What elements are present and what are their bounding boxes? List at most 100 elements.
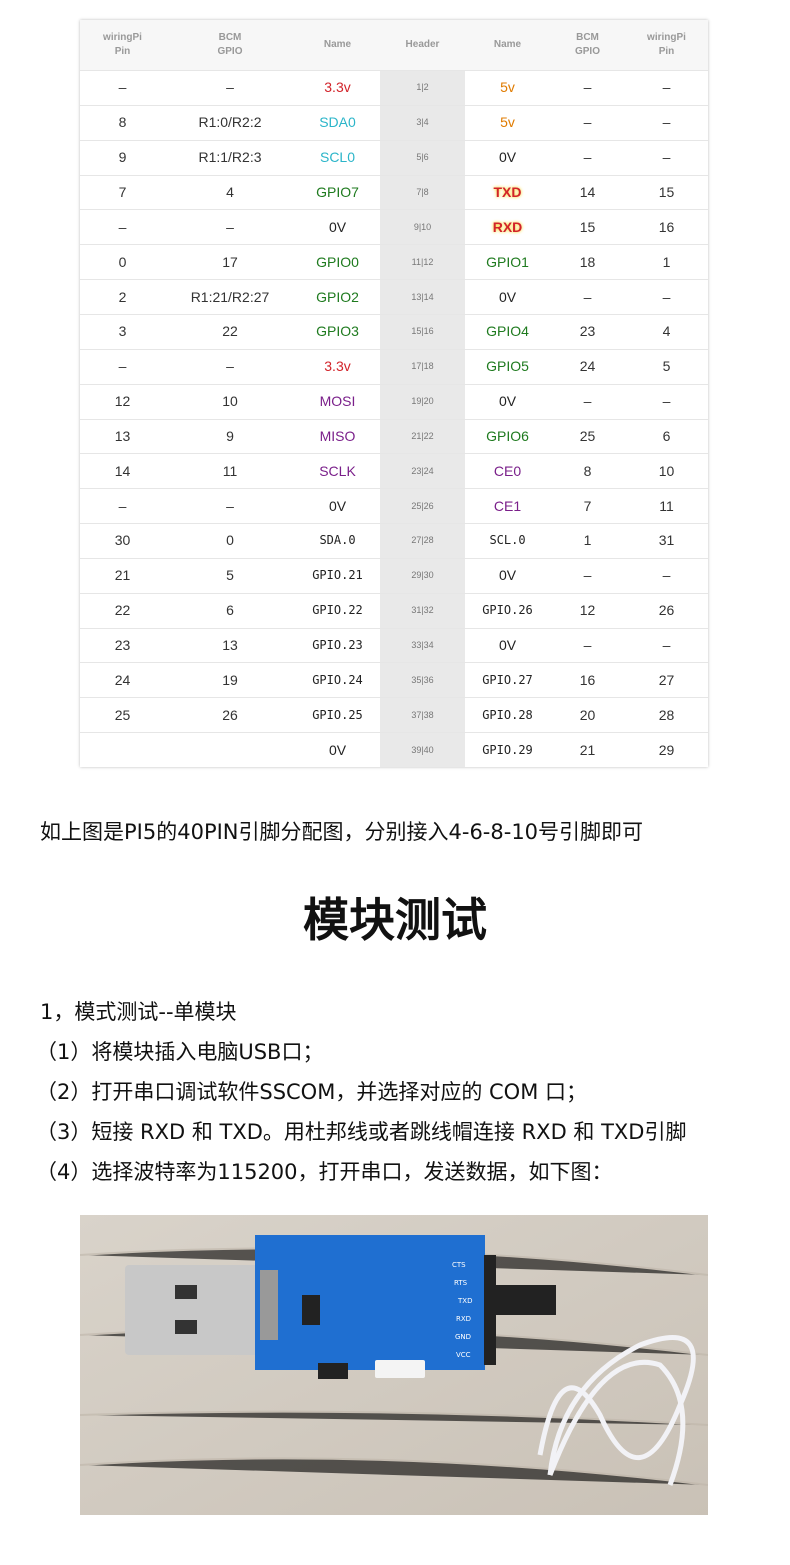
cell: – bbox=[226, 79, 234, 96]
cell: R1:0/R2:2 bbox=[198, 114, 262, 131]
cell: 12 bbox=[114, 393, 131, 410]
cell: GPIO.28 bbox=[482, 707, 533, 722]
cell: – bbox=[662, 567, 671, 584]
cell: 0V bbox=[498, 637, 517, 654]
cell: 30 bbox=[114, 532, 131, 549]
cell: SCL.0 bbox=[489, 533, 526, 548]
cell: 5 bbox=[662, 358, 671, 375]
cell: 0V bbox=[498, 288, 517, 305]
cell: 27 bbox=[658, 671, 675, 688]
line bbox=[80, 139, 708, 141]
cell: 22 bbox=[114, 602, 131, 619]
cell: 0 bbox=[118, 253, 127, 270]
header-cell: Header bbox=[405, 39, 440, 50]
header-cell: BCM GPIO bbox=[217, 32, 243, 57]
svg-text:VCC: VCC bbox=[456, 1351, 471, 1359]
cell: 7 bbox=[118, 183, 127, 200]
cell: 13 bbox=[222, 637, 238, 654]
cell: 1 bbox=[662, 253, 671, 270]
line bbox=[80, 453, 708, 455]
cell: GPIO.23 bbox=[312, 638, 363, 653]
cell: – bbox=[583, 393, 592, 410]
cell: – bbox=[662, 288, 671, 305]
cell: – bbox=[118, 358, 127, 375]
cell: 25|26 bbox=[411, 500, 434, 511]
cell: – bbox=[662, 393, 671, 410]
cell: GPIO.22 bbox=[312, 603, 363, 618]
line bbox=[80, 592, 708, 594]
cell: 10 bbox=[658, 462, 675, 479]
cell: 39|40 bbox=[411, 744, 434, 755]
cell: 21 bbox=[114, 567, 131, 584]
cell: 17 bbox=[222, 253, 238, 270]
cell: 24 bbox=[579, 358, 596, 375]
svg-text:RTS: RTS bbox=[454, 1279, 468, 1287]
line bbox=[80, 418, 708, 420]
cell: 27|28 bbox=[411, 535, 434, 546]
svg-text:CTS: CTS bbox=[452, 1261, 466, 1269]
cell: 3.3v bbox=[324, 79, 351, 96]
cell: 28 bbox=[658, 706, 675, 723]
cell: 35|36 bbox=[411, 674, 434, 685]
header-cell: wiringPi Pin bbox=[647, 32, 686, 57]
cell: 6 bbox=[662, 427, 671, 444]
cell: 0V bbox=[498, 567, 517, 584]
cell: – bbox=[583, 637, 592, 654]
cell: 14 bbox=[579, 183, 596, 200]
cell: – bbox=[226, 218, 234, 235]
cell: – bbox=[583, 79, 592, 96]
header-cell: Name bbox=[323, 39, 352, 50]
step: （1）将模块插入电脑USB口； bbox=[36, 1040, 324, 1064]
cell: 25 bbox=[579, 427, 596, 444]
cell: 26 bbox=[658, 602, 675, 619]
line bbox=[80, 209, 708, 211]
cell: R1:1/R2:3 bbox=[198, 149, 262, 166]
cell: 5|6 bbox=[416, 152, 429, 163]
cell: 0V bbox=[498, 393, 517, 410]
cell: 8 bbox=[583, 462, 592, 479]
cell: 12 bbox=[579, 602, 596, 619]
cell: 20 bbox=[579, 706, 596, 723]
cell: – bbox=[583, 114, 592, 131]
cell: 3 bbox=[118, 323, 127, 340]
cell: SCL0 bbox=[319, 149, 356, 166]
pin-table: wiringPi Pin BCM GPIO Name Header Name BCM GP… bbox=[80, 20, 708, 767]
cell: 0V bbox=[328, 741, 347, 758]
cell: 23 bbox=[114, 637, 131, 654]
cell: CE1 bbox=[493, 497, 522, 514]
cell: GPIO0 bbox=[316, 253, 359, 270]
line bbox=[80, 70, 708, 71]
cell: – bbox=[583, 288, 592, 305]
cell: CE0 bbox=[493, 462, 522, 479]
cell: 15|16 bbox=[411, 326, 434, 337]
cell: GPIO5 bbox=[486, 358, 529, 375]
cell: 1|2 bbox=[416, 82, 429, 93]
step: （4）选择波特率为115200，打开串口，发送数据，如下图： bbox=[36, 1160, 613, 1184]
cell: 5 bbox=[226, 567, 234, 584]
cell: 0V bbox=[328, 497, 347, 514]
cell: 13 bbox=[114, 427, 131, 444]
header-column-bg bbox=[380, 20, 465, 767]
cell: 13|14 bbox=[411, 291, 434, 302]
cell: 7|8 bbox=[416, 186, 429, 197]
cell: 16 bbox=[658, 218, 675, 235]
line bbox=[80, 348, 708, 350]
cell: – bbox=[662, 637, 671, 654]
cell: MISO bbox=[319, 427, 356, 444]
cell: GPIO.24 bbox=[312, 672, 363, 687]
line bbox=[80, 279, 708, 281]
cell: 15 bbox=[658, 183, 675, 200]
cell: 3.3v bbox=[324, 358, 351, 375]
header-cell: BCM GPIO bbox=[574, 32, 600, 57]
svg-text:TXD: TXD bbox=[457, 1297, 472, 1305]
header-cell: Name bbox=[493, 39, 522, 50]
cell: 11|12 bbox=[411, 256, 434, 267]
cell: GPIO1 bbox=[486, 253, 529, 270]
line bbox=[80, 523, 708, 525]
cell: R1:21/R2:27 bbox=[190, 288, 270, 305]
heading: 模块测试 bbox=[303, 893, 487, 947]
cell: 24 bbox=[114, 671, 131, 688]
line bbox=[80, 383, 708, 385]
cell: GPIO.29 bbox=[482, 742, 533, 757]
